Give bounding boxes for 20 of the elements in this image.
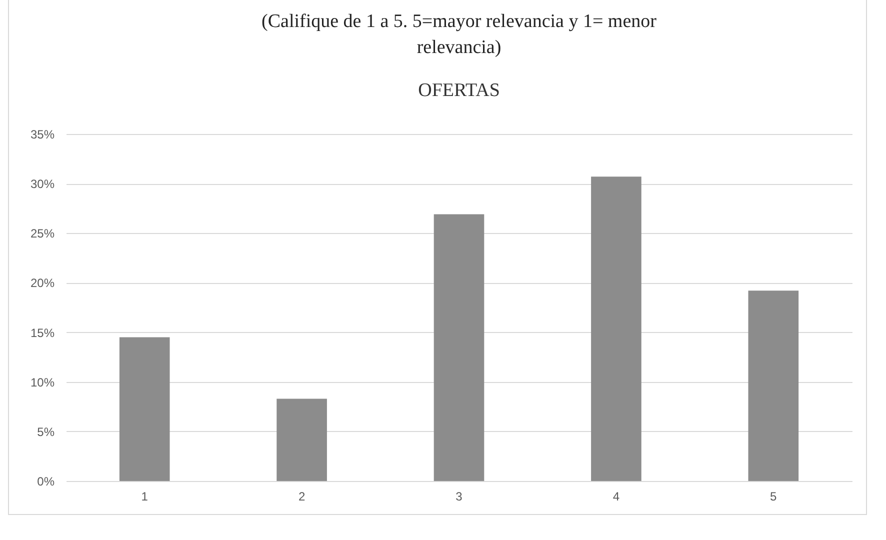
- y-tick-label: 30%: [30, 177, 55, 192]
- bar: [434, 214, 484, 481]
- y-tick-label: 20%: [30, 276, 55, 290]
- y-tick-label: 5%: [37, 424, 55, 439]
- x-tick-label: 2: [298, 490, 306, 504]
- bar: [276, 398, 327, 481]
- y-tick-label: 10%: [30, 375, 55, 390]
- bar: [748, 290, 799, 481]
- y-tick-label: 35%: [30, 128, 55, 142]
- chart-subtitle: OFERTAS: [418, 80, 500, 101]
- y-tick-label: 25%: [30, 226, 55, 241]
- x-tick-label: 3: [456, 490, 463, 504]
- bar: [591, 176, 642, 481]
- x-tick-label: 5: [770, 490, 778, 504]
- bar: [119, 337, 170, 481]
- y-tick-label: 0%: [37, 474, 55, 488]
- x-tick-label: 1: [141, 490, 148, 504]
- chart-title: (Califique de 1 a 5. 5=mayor relevancia y 1= menor relevancia): [262, 11, 658, 58]
- x-tick-label: 4: [612, 490, 620, 504]
- y-tick-label: 15%: [30, 326, 55, 340]
